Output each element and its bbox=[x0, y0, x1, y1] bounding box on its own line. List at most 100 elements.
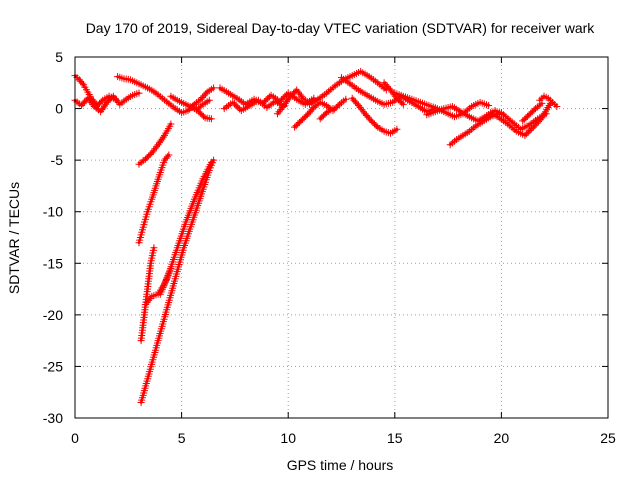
data-point bbox=[368, 75, 371, 78]
data-point bbox=[144, 303, 147, 306]
data-point bbox=[521, 119, 524, 123]
data-point bbox=[176, 99, 179, 102]
x-tick-label: 10 bbox=[280, 430, 296, 446]
data-point bbox=[487, 116, 490, 120]
data-point bbox=[276, 112, 279, 115]
data-point bbox=[478, 101, 482, 104]
data-point bbox=[107, 95, 111, 98]
data-point bbox=[306, 113, 309, 117]
data-point bbox=[86, 97, 90, 100]
data-point bbox=[86, 90, 90, 94]
data-point bbox=[316, 98, 320, 101]
data-point bbox=[174, 107, 177, 110]
data-point bbox=[487, 104, 490, 107]
data-point bbox=[78, 78, 81, 81]
y-tick-label: 5 bbox=[55, 49, 63, 65]
data-point bbox=[304, 103, 307, 106]
data-point bbox=[527, 123, 531, 127]
data-point bbox=[444, 111, 448, 114]
y-tick-label: -30 bbox=[43, 410, 63, 426]
data-point bbox=[199, 195, 202, 198]
data-point bbox=[547, 97, 550, 100]
data-point bbox=[148, 370, 151, 373]
data-point bbox=[169, 122, 173, 126]
data-point bbox=[502, 113, 505, 117]
data-point bbox=[391, 101, 394, 104]
data-point bbox=[231, 101, 234, 104]
series-diag-6 bbox=[156, 158, 215, 298]
data-point bbox=[301, 97, 305, 100]
data-point bbox=[333, 84, 337, 88]
y-tick-label: -15 bbox=[43, 255, 63, 271]
data-point bbox=[538, 99, 541, 102]
data-point bbox=[150, 151, 153, 155]
data-point bbox=[80, 104, 83, 107]
data-point bbox=[105, 101, 109, 104]
series-arc-c bbox=[92, 92, 119, 110]
data-point bbox=[203, 116, 207, 120]
data-point bbox=[129, 78, 132, 81]
data-point bbox=[402, 103, 405, 106]
data-point bbox=[206, 90, 209, 94]
data-point bbox=[143, 313, 146, 317]
data-point bbox=[125, 98, 128, 101]
data-point bbox=[459, 110, 463, 113]
data-point bbox=[523, 134, 527, 137]
data-point bbox=[218, 86, 222, 90]
data-point bbox=[382, 103, 386, 106]
data-point bbox=[137, 241, 141, 244]
data-point bbox=[289, 95, 292, 98]
data-point bbox=[389, 132, 392, 135]
data-point bbox=[319, 101, 322, 104]
data-point bbox=[325, 111, 328, 114]
data-point bbox=[197, 110, 200, 113]
data-point bbox=[532, 125, 535, 129]
plot-border bbox=[74, 56, 609, 419]
data-point bbox=[223, 107, 226, 110]
x-tick-label: 20 bbox=[494, 430, 510, 446]
data-point bbox=[182, 102, 185, 105]
series-trace bbox=[116, 75, 215, 114]
data-point bbox=[244, 103, 247, 106]
data-point bbox=[116, 75, 119, 78]
y-axis-label: SDTVAR / TECUs bbox=[6, 182, 22, 294]
data-point bbox=[312, 97, 315, 100]
data-point bbox=[191, 105, 194, 108]
data-point bbox=[370, 119, 373, 123]
data-point bbox=[395, 128, 399, 131]
series-arc-u bbox=[519, 99, 546, 125]
data-point bbox=[410, 98, 414, 101]
data-point bbox=[154, 184, 158, 188]
data-point bbox=[139, 339, 143, 342]
data-point bbox=[419, 101, 422, 104]
data-point bbox=[293, 125, 296, 129]
data-point bbox=[427, 104, 431, 107]
data-point bbox=[150, 295, 153, 298]
data-point bbox=[169, 95, 173, 98]
data-point bbox=[357, 104, 360, 107]
data-point bbox=[481, 120, 484, 124]
data-point bbox=[348, 82, 352, 86]
series-arc-h bbox=[220, 96, 288, 115]
data-point bbox=[295, 88, 298, 92]
series-arc-d bbox=[114, 73, 218, 117]
data-point bbox=[165, 308, 168, 311]
series-arc-t bbox=[536, 92, 561, 110]
data-point bbox=[376, 125, 379, 129]
data-point bbox=[506, 122, 509, 126]
data-point bbox=[363, 112, 367, 115]
data-point bbox=[351, 74, 354, 77]
data-point bbox=[199, 98, 202, 101]
data-point bbox=[139, 401, 143, 404]
data-point bbox=[376, 81, 379, 85]
data-point bbox=[99, 110, 102, 113]
data-point-markers bbox=[338, 74, 439, 116]
data-point bbox=[417, 105, 420, 108]
data-point bbox=[148, 87, 151, 91]
data-point bbox=[325, 91, 328, 95]
data-point bbox=[470, 105, 473, 108]
data-point bbox=[295, 98, 298, 101]
data-point bbox=[163, 158, 166, 162]
series-arc-m bbox=[338, 74, 439, 116]
data-point bbox=[174, 277, 177, 280]
